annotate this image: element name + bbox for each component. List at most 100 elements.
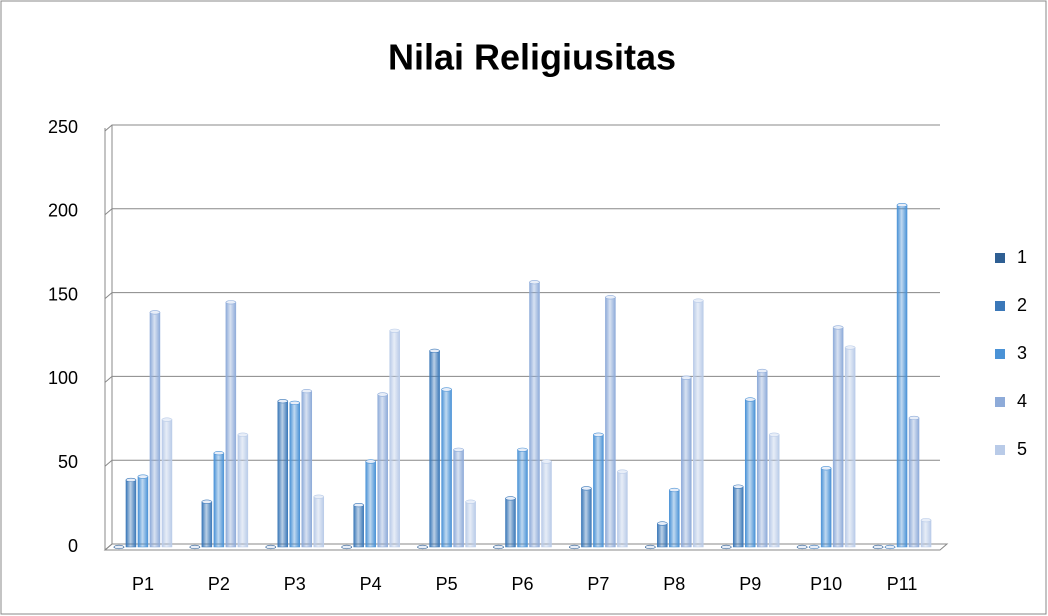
bar [137,476,149,548]
bar [465,501,476,548]
grid-line [104,459,940,467]
bar-top [313,494,325,499]
bar-top [201,499,213,504]
bar-top [920,518,932,523]
bar-top [808,544,820,550]
bar [541,461,552,548]
bar [505,498,516,548]
bar-top [617,469,628,474]
x-tick-label: P5 [436,574,458,594]
grid-line [104,124,940,132]
x-tick-label: P7 [587,574,609,594]
legend-label: 3 [1017,343,1027,363]
bar [149,312,161,548]
bar [820,467,832,548]
y-tick-label: 50 [58,452,78,472]
bar-top [756,368,768,374]
bar-top [493,544,504,550]
bar-top [265,544,277,550]
legend-label: 2 [1017,295,1027,315]
x-tick-label: P8 [663,574,685,594]
bar-top [681,375,692,380]
bar-top [225,300,237,305]
bar [744,399,756,548]
bar-top [113,544,125,550]
x-tick-label: P9 [739,574,761,594]
bar [605,297,616,548]
bar-top [645,544,656,550]
bar-top [289,400,301,405]
bar [693,300,704,548]
legend-swatch [995,349,1005,359]
bar [844,347,856,548]
bar [353,504,364,548]
legend-swatch [995,301,1005,311]
bar [768,434,780,548]
bar-top [796,544,808,550]
bar-top [365,459,376,464]
bar-top [441,387,452,392]
legend-label: 4 [1017,391,1027,411]
bar [277,400,289,548]
bar [301,390,313,548]
bar [832,327,844,548]
chart-title: Nilai Religiusitas [388,37,676,78]
bar [669,489,680,548]
bar [213,452,225,548]
bar-top [417,544,428,550]
x-tick-label: P1 [132,574,154,594]
bar [681,377,692,548]
bar [441,389,452,548]
bar-top [453,447,464,452]
bar-top [657,521,668,526]
bar-top [541,459,552,464]
x-tick-label: P10 [810,574,842,594]
bar [313,496,325,548]
bar-top [768,432,780,437]
x-tick-label: P2 [208,574,230,594]
bar [657,523,668,548]
bar [453,449,464,548]
bar-top [732,484,744,489]
bar-top [189,544,201,550]
grid-line [104,292,940,299]
x-tick-label: P11 [887,574,918,594]
bar-top [377,392,388,397]
legend-swatch [995,397,1005,407]
bar-top [465,499,476,504]
bar-top [529,280,540,285]
grid-line [104,375,940,383]
bar-top [832,325,844,330]
y-tick-label: 150 [48,284,78,304]
bar-top [213,451,225,456]
bar-top [125,477,137,483]
bar [581,488,592,548]
bar [529,281,540,548]
bar-top [593,432,604,437]
bar-top [884,544,896,550]
bar-top [505,496,516,501]
grid-line [104,208,940,216]
bar-top [744,397,756,402]
bar-top [341,544,352,550]
bar [125,479,137,548]
bar [593,434,604,548]
bar-top [569,544,580,550]
bar-top [669,487,680,493]
bar [429,350,440,548]
bar-top [137,474,149,479]
y-tick-label: 200 [48,201,78,221]
y-tick-label: 250 [48,117,78,137]
bar-top [720,544,732,550]
bar-top [389,328,400,333]
bar [225,302,237,548]
bar [365,461,376,548]
y-tick-label: 100 [48,368,78,388]
bar [732,486,744,548]
bar [289,402,301,548]
bar-top [237,432,249,437]
bar-top [872,544,884,550]
bar-top [896,202,908,208]
bar-top [149,310,161,315]
x-tick-label: P6 [511,574,533,594]
